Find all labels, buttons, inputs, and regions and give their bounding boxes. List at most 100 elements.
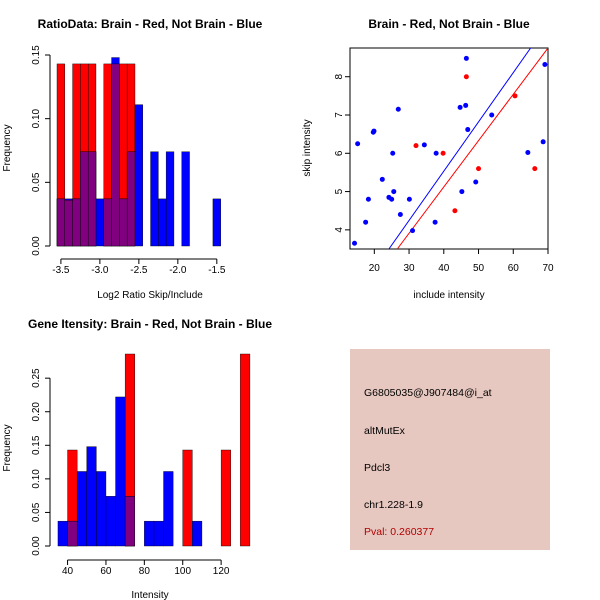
x-tick-label: 60 [100,566,112,577]
scatter-point-not-brain [421,142,427,148]
histogram-bar-not-brain [76,471,87,547]
histogram-bar-not-brain [57,520,68,547]
histogram-bar-not-brain [165,151,175,247]
intensity-scatter-plot: Brain - Red, Not Brain - Blue include int… [302,17,554,301]
histogram-bar-overlap [87,151,97,247]
histogram-bar-overlap [111,63,120,247]
scatter-point-not-brain [390,150,396,156]
gene-name: Pdcl3 [364,462,391,474]
histogram-bar-overlap [126,151,136,247]
x-tick-label: 30 [403,263,415,274]
x-tick-label: 50 [473,263,485,274]
scatter-point-brain [413,143,419,149]
fit-line-blue [388,48,532,249]
scatter-point-not-brain [363,219,369,225]
y-tick-label: 8 [334,73,345,79]
scatter-point-brain [452,208,458,214]
x-tick-label: 70 [542,263,554,274]
p-value: Pval: 0.260377 [364,526,435,538]
x-axis-label: include intensity [413,290,484,301]
scatter-point-brain [440,150,446,156]
chart-title: Brain - Red, Not Brain - Blue [368,17,530,31]
y-tick-label: 5 [334,188,345,194]
x-axis-label: Log2 Ratio Skip/Include [97,290,203,301]
y-tick-label: 0.05 [31,172,42,192]
histogram-bar-overlap [119,198,128,247]
histogram-bar-not-brain [153,520,164,547]
scatter-point-brain [532,166,538,172]
histogram-bar-brain [240,353,251,547]
scatter-point-not-brain [473,179,479,185]
y-tick-label: 0.10 [31,469,42,489]
histogram-bar-overlap [67,520,78,547]
x-tick-label: 40 [438,263,450,274]
probe-id: G6805035@J907484@i_at [364,387,492,399]
scatter-point-not-brain [406,196,412,202]
scatter-point-not-brain [365,196,371,202]
scatter-point-not-brain [355,141,361,147]
y-tick-label: 0.00 [31,236,42,256]
scatter-point-not-brain [371,128,377,134]
x-tick-label: -2.0 [169,265,187,276]
scatter-point-brain [512,93,518,99]
histogram-bar-overlap [103,198,112,247]
scatter-point-not-brain [489,112,495,118]
scatter-point-brain [463,74,469,80]
scatter-point-not-brain [352,240,358,246]
histogram-bar-brain [220,449,231,547]
genomic-location: chr1.228-1.9 [364,499,423,511]
x-tick-label: 120 [213,566,230,577]
chart-title: Gene Itensity: Brain - Red, Not Brain - … [28,317,272,331]
scatter-point-not-brain [391,189,397,195]
histogram-bar-not-brain [181,151,190,247]
histogram-bar-overlap [64,199,73,247]
histogram-bar-not-brain [192,520,203,547]
x-axis-label: Intensity [131,590,168,600]
x-tick-label: 60 [508,263,520,274]
histogram-bar-brain [182,449,193,547]
scatter-point-not-brain [433,150,439,156]
scatter-point-not-brain [525,150,531,156]
plot-frame [349,47,549,250]
event-type: altMutEx [364,425,405,437]
histogram-bar-not-brain [163,471,174,547]
scatter-point-not-brain [397,212,403,218]
y-tick-label: 4 [334,227,345,233]
y-axis-label: Frequency [2,424,13,471]
x-tick-label: -3.0 [91,265,109,276]
x-tick-label: -2.5 [130,265,148,276]
histogram-bar-not-brain [144,520,155,547]
y-tick-label: 0.05 [31,502,42,522]
y-axis-label: skip intensity [302,119,313,176]
scatter-point-not-brain [465,127,471,133]
histogram-bar-overlap [80,151,89,247]
histogram-bar-not-brain [115,396,126,547]
scatter-point-not-brain [432,219,438,225]
histogram-bar-not-brain [96,471,107,547]
y-tick-label: 0.20 [31,402,42,422]
histogram-bar-not-brain [212,198,221,247]
histogram-bar-overlap [72,198,81,247]
y-axis-label: Frequency [2,124,13,171]
histogram-bar-not-brain [86,446,97,547]
scatter-point-brain [476,166,482,172]
scatter-point-not-brain [459,189,465,195]
x-tick-label: 40 [62,566,74,577]
fit-line-red [396,48,548,249]
ratio-histogram: RatioData: Brain - Red, Not Brain - Blue… [2,17,263,301]
histogram-bar-not-brain [158,198,167,247]
scatter-point-not-brain [457,104,463,110]
histogram-bar-not-brain [150,151,159,247]
y-tick-label: 7 [334,112,345,118]
histogram-bar-not-brain [95,198,104,247]
scatter-point-not-brain [540,139,546,145]
scatter-point-not-brain [410,228,416,234]
probe-info-panel: G6805035@J907484@i_at altMutEx Pdcl3 chr… [350,349,550,550]
scatter-point-not-brain [395,106,401,112]
scatter-point-not-brain [463,102,469,108]
histogram-bar-not-brain [105,496,116,547]
y-tick-label: 0.15 [31,45,42,65]
y-tick-label: 6 [334,150,345,156]
scatter-point-not-brain [379,176,385,182]
